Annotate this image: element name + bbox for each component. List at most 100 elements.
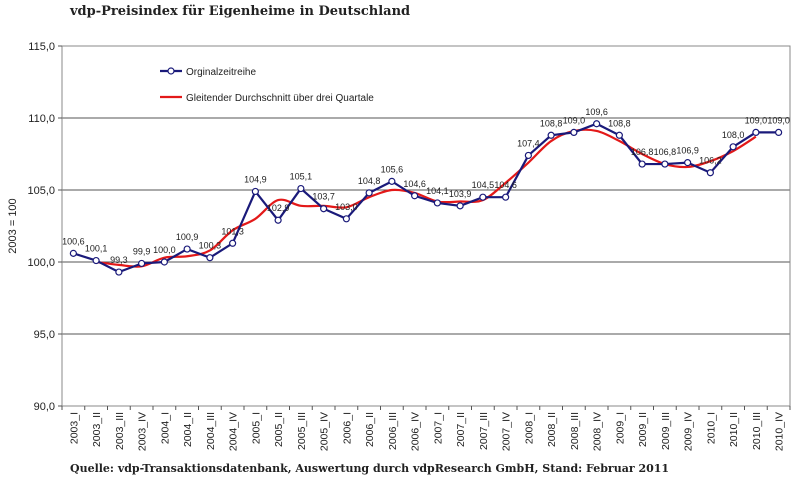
data-label: 105,1	[290, 172, 313, 182]
data-point	[684, 159, 692, 167]
legend-label-original: Orginalzeitreihe	[186, 67, 256, 78]
data-point	[706, 169, 714, 177]
y-tick-label: 115,0	[28, 41, 55, 53]
data-point	[661, 160, 669, 168]
x-tick-label: 2003_III	[114, 412, 126, 450]
x-tick-label: 2003_II	[91, 412, 103, 447]
data-label: 104,8	[358, 176, 381, 186]
data-point	[274, 216, 282, 224]
data-point	[320, 205, 328, 213]
x-tick-label: 2010_II	[728, 412, 740, 447]
data-point	[229, 239, 237, 247]
x-tick-label: 2005_IV	[319, 412, 331, 451]
x-tick-label: 2007_II	[455, 412, 467, 447]
data-point	[729, 143, 737, 151]
data-point	[638, 160, 646, 168]
source-note: Quelle: vdp-Transaktionsdatenbank, Auswe…	[70, 462, 670, 475]
x-tick-label: 2010_IV	[774, 412, 786, 451]
data-label: 109,0	[767, 115, 790, 125]
data-point	[92, 256, 100, 265]
x-tick-label: 2003_IV	[137, 412, 149, 451]
data-label: 99,9	[133, 246, 151, 256]
data-label: 100,9	[176, 232, 199, 242]
data-point	[775, 128, 783, 136]
data-label: 106,2	[699, 156, 722, 166]
data-label: 104,6	[494, 180, 517, 190]
y-tick-label: 100,0	[27, 257, 55, 269]
data-point	[502, 193, 510, 201]
data-label: 105,6	[381, 164, 404, 174]
data-label: 103,9	[449, 189, 472, 199]
x-tick-label: 2009_I	[614, 412, 626, 444]
x-tick-label: 2003_I	[68, 412, 80, 444]
y-tick-label: 95,0	[34, 329, 55, 341]
data-point	[365, 189, 373, 197]
series	[69, 120, 783, 276]
x-tick-label: 2007_I	[432, 412, 444, 444]
x-tick-label: 2005_III	[296, 412, 308, 450]
series-line-moving-average	[95, 128, 757, 268]
data-label: 108,8	[540, 118, 563, 128]
data-point	[479, 193, 487, 201]
x-axis: 2003_I 2003_II 2003_III 2003_IV 2004_I 2004_I…	[61, 406, 791, 451]
grid	[62, 45, 790, 407]
x-tick-label: 2008_III	[569, 412, 581, 450]
page-title: vdp-Preisindex für Eigenheime in Deutsch…	[70, 4, 411, 19]
x-tick-label: 2004_IV	[228, 412, 240, 451]
data-label: 100,3	[199, 241, 222, 251]
x-tick-label: 2006_I	[341, 412, 353, 444]
data-point	[593, 120, 601, 128]
data-label: 100,6	[62, 236, 85, 246]
data-point	[342, 215, 350, 223]
y-tick-label: 90,0	[34, 401, 55, 413]
data-point	[615, 131, 623, 139]
y-tick-label: 110,0	[28, 113, 55, 125]
data-label: 109,0	[745, 115, 768, 125]
x-tick-label: 2005_II	[273, 412, 285, 447]
data-point	[206, 254, 214, 262]
legend: Orginalzeitreihe Gleitender Durchschnitt …	[160, 67, 374, 104]
y-axis-label: 2003 = 100	[7, 198, 19, 253]
x-tick-label: 2004_II	[182, 412, 194, 447]
data-label: 104,6	[403, 179, 426, 189]
legend-label-moving-average: Gleitender Durchschnitt über drei Quarta…	[186, 93, 374, 104]
data-label: 106,8	[631, 147, 654, 157]
x-tick-label: 2009_II	[637, 412, 649, 447]
data-point	[183, 245, 191, 253]
data-label: 109,6	[585, 107, 608, 117]
y-axis: 90,0 95,0 100,0 105,0 110,0 115,0	[27, 41, 62, 413]
data-point	[69, 249, 77, 257]
x-tick-label: 2006_III	[387, 412, 399, 450]
data-label: 104,5	[472, 180, 495, 190]
x-tick-label: 2007_III	[478, 412, 490, 450]
data-label: 108,0	[722, 130, 745, 140]
data-point	[411, 192, 419, 200]
data-label: 103,0	[335, 202, 358, 212]
plot-frame	[61, 45, 791, 407]
data-label: 101,3	[221, 226, 244, 236]
data-label: 109,0	[563, 115, 586, 125]
data-point	[138, 259, 146, 268]
data-point	[388, 177, 396, 185]
data-point	[160, 258, 168, 266]
data-point	[570, 128, 578, 136]
data-label: 107,4	[517, 138, 540, 148]
x-tick-label: 2010_I	[705, 412, 717, 444]
data-label: 108,8	[608, 118, 631, 128]
series-line-original	[73, 122, 779, 274]
data-label: 104,9	[244, 174, 267, 184]
x-tick-label: 2005_I	[250, 412, 262, 444]
x-tick-label: 2008_I	[523, 412, 535, 444]
x-tick-label: 2007_IV	[501, 412, 513, 451]
data-label: 99,3	[110, 255, 128, 265]
data-point	[251, 187, 259, 196]
data-point	[456, 202, 464, 210]
y-tick-label: 105,0	[27, 185, 55, 197]
x-tick-label: 2009_III	[660, 412, 672, 450]
x-tick-label: 2009_IV	[683, 412, 695, 451]
legend-marker-original	[167, 67, 175, 75]
data-point	[524, 151, 532, 160]
data-point	[297, 184, 305, 193]
